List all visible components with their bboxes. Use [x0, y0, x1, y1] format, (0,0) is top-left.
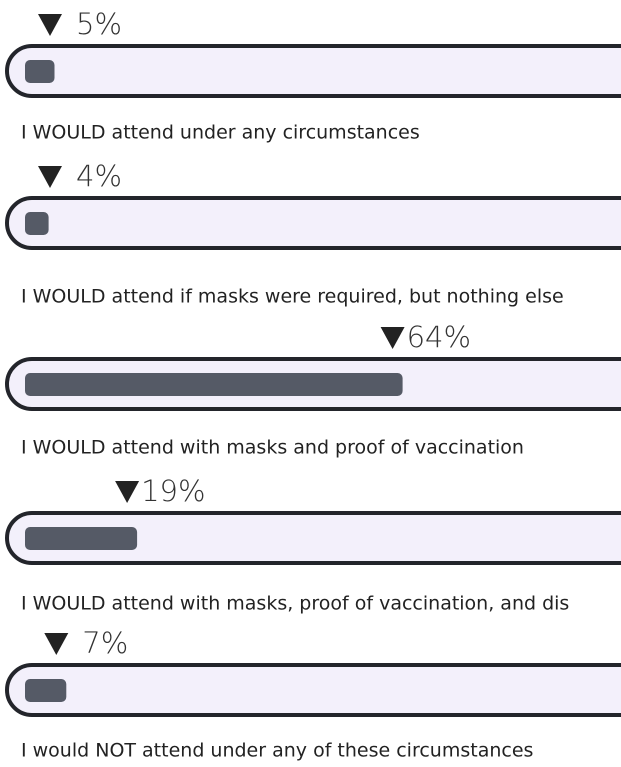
- bar-track: [5, 44, 621, 98]
- percent-label: 7%: [82, 626, 128, 660]
- marker-triangle: [44, 633, 69, 655]
- option-label: I WOULD attend under any circumstances: [21, 122, 420, 144]
- percent-label: 4%: [76, 159, 122, 193]
- marker-triangle: [380, 327, 405, 349]
- bar: [25, 679, 67, 702]
- percent-label: 64%: [407, 320, 471, 354]
- bar-track: [5, 511, 621, 565]
- bar-track: [5, 196, 621, 250]
- bar-track: [5, 663, 621, 717]
- percent-label: 19%: [141, 474, 205, 508]
- option-label: I WOULD attend with masks, proof of vacc…: [21, 593, 569, 615]
- bar: [25, 212, 49, 235]
- option-label: I would NOT attend under any of these ci…: [21, 740, 533, 762]
- option-label: I WOULD attend if masks were required, b…: [21, 286, 564, 308]
- bar: [25, 373, 403, 396]
- percent-label: 5%: [76, 7, 122, 41]
- bar: [25, 60, 55, 83]
- option-label: I WOULD attend with masks and proof of v…: [21, 437, 524, 459]
- marker-triangle: [115, 481, 140, 503]
- marker-triangle: [38, 166, 62, 188]
- marker-triangle: [38, 14, 62, 36]
- bar: [25, 527, 138, 550]
